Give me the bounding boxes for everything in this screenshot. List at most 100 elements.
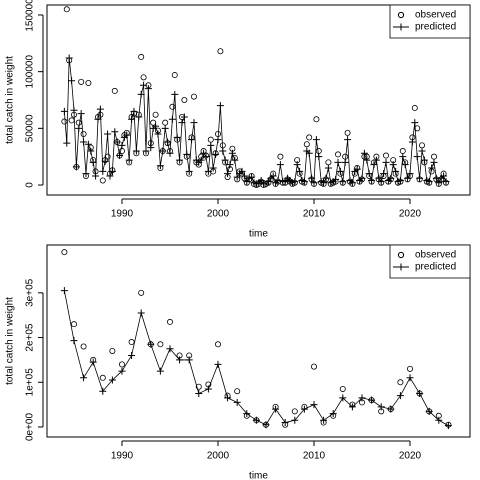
- predicted-point: [344, 136, 352, 144]
- predicted-point: [164, 138, 172, 146]
- predicted-point: [116, 152, 124, 160]
- observed-point: [430, 153, 437, 160]
- predicted-point: [329, 410, 337, 418]
- predicted-point: [339, 394, 347, 402]
- predicted-point: [401, 161, 409, 169]
- predicted-point: [339, 178, 347, 186]
- predicted-point: [135, 113, 143, 121]
- predicted-point: [404, 174, 412, 182]
- observed-point: [85, 79, 92, 86]
- predicted-point: [233, 398, 241, 406]
- predicted-point: [60, 107, 68, 115]
- observed-point: [325, 159, 332, 166]
- predicted-point: [171, 90, 179, 98]
- predicted-point: [204, 385, 212, 393]
- predicted-point: [216, 102, 224, 110]
- predicted-point: [190, 119, 198, 127]
- observed-point: [104, 153, 111, 160]
- predicted-point: [418, 147, 426, 155]
- observed-point: [382, 152, 389, 159]
- predicted-point: [185, 167, 193, 175]
- predicted-point: [440, 172, 448, 180]
- predicted-point: [72, 163, 80, 171]
- legend-label: predicted: [415, 262, 456, 273]
- predicted-point: [231, 156, 239, 164]
- predicted-point: [406, 170, 414, 178]
- observed-point: [315, 148, 322, 155]
- predicted-point: [387, 174, 395, 182]
- observed-point: [303, 141, 310, 148]
- legend-label: observed: [415, 10, 456, 21]
- predicted-point: [425, 178, 433, 186]
- predicted-point: [137, 309, 145, 317]
- predicted-point: [113, 138, 121, 146]
- predicted-point: [300, 178, 308, 186]
- observed-point: [310, 363, 317, 370]
- predicted-point: [435, 416, 443, 424]
- predicted-point: [219, 147, 227, 155]
- predicted-point: [382, 158, 390, 166]
- predicted-point: [348, 179, 356, 187]
- predicted-point: [176, 356, 184, 364]
- predicted-point: [168, 115, 176, 123]
- predicted-point: [80, 138, 88, 146]
- series-line: [63, 58, 447, 185]
- predicted-point: [416, 389, 424, 397]
- y-tick-label: 0e+00: [25, 413, 36, 442]
- predicted-point: [315, 153, 323, 161]
- x-tick-label: 1990: [111, 209, 134, 220]
- predicted-point: [180, 113, 188, 121]
- observed-point: [166, 318, 173, 325]
- x-tick-label: 2010: [303, 209, 326, 220]
- predicted-point: [243, 410, 251, 418]
- observed-point: [399, 148, 406, 155]
- predicted-point: [444, 422, 452, 430]
- predicted-point: [406, 374, 414, 382]
- predicted-point: [293, 161, 301, 169]
- observed-point: [217, 48, 224, 55]
- predicted-point: [108, 376, 116, 384]
- predicted-point: [334, 158, 342, 166]
- legend-label: observed: [415, 250, 456, 261]
- predicted-point: [144, 85, 152, 93]
- predicted-point: [92, 172, 100, 180]
- predicted-point: [372, 156, 380, 164]
- observed-point: [157, 341, 164, 348]
- predicted-point: [341, 158, 349, 166]
- predicted-point: [173, 133, 181, 141]
- predicted-point: [202, 153, 210, 161]
- observed-point: [397, 379, 404, 386]
- predicted-point: [94, 115, 102, 123]
- predicted-point: [118, 367, 126, 375]
- predicted-point: [240, 172, 248, 180]
- predicted-point: [214, 136, 222, 144]
- predicted-point: [420, 156, 428, 164]
- predicted-point: [312, 136, 320, 144]
- predicted-point: [166, 149, 174, 157]
- predicted-point: [396, 392, 404, 400]
- observed-point: [109, 347, 116, 354]
- predicted-point: [132, 147, 140, 155]
- predicted-point: [291, 416, 299, 424]
- predicted-point: [276, 161, 284, 169]
- y-axis-label: total catch in weight: [5, 297, 16, 385]
- observed-point: [342, 153, 349, 160]
- predicted-point: [185, 356, 193, 364]
- predicted-point: [363, 156, 371, 164]
- predicted-point: [411, 119, 419, 127]
- observed-point: [80, 343, 87, 350]
- predicted-point: [358, 174, 366, 182]
- predicted-point: [183, 150, 191, 158]
- observed-point: [414, 125, 421, 132]
- predicted-point: [188, 136, 196, 144]
- panel: 1990 2000 2010 2020 time 0e+00 1e+05 2e+05 3e+05…: [5, 244, 471, 480]
- observed-point: [339, 385, 346, 392]
- x-tick-label: 2000: [207, 209, 230, 220]
- predicted-point: [442, 178, 450, 186]
- predicted-point: [82, 170, 90, 178]
- observed-point: [78, 78, 85, 85]
- y-tick-label: 3e+05: [25, 278, 36, 307]
- predicted-point: [99, 387, 107, 395]
- predicted-point: [207, 141, 215, 149]
- predicted-point: [358, 394, 366, 402]
